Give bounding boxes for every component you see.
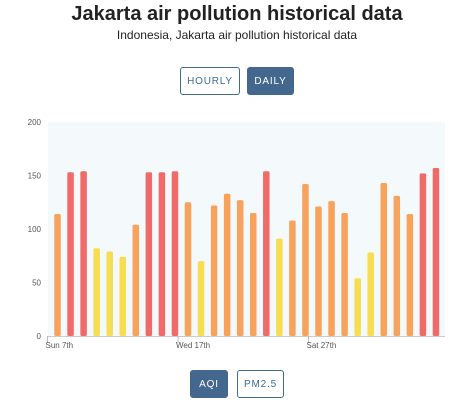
bar bbox=[276, 238, 283, 336]
y-tick-label: 200 bbox=[28, 118, 42, 127]
page-title: Jakarta air pollution historical data bbox=[71, 3, 403, 25]
x-tick-label: Sun 7th bbox=[46, 341, 74, 350]
bar bbox=[210, 205, 218, 336]
bar bbox=[67, 172, 74, 336]
bar bbox=[328, 201, 335, 336]
y-tick-label: 150 bbox=[28, 172, 42, 181]
bar bbox=[171, 171, 179, 336]
bar bbox=[419, 173, 427, 336]
bar bbox=[145, 172, 153, 336]
bar bbox=[80, 171, 87, 336]
bar bbox=[106, 251, 113, 336]
bar bbox=[432, 168, 440, 336]
bar bbox=[302, 184, 309, 336]
bar bbox=[341, 212, 348, 336]
bar bbox=[132, 224, 140, 336]
bar bbox=[380, 182, 387, 336]
bar bbox=[250, 212, 257, 336]
y-tick-label: 0 bbox=[37, 332, 42, 341]
x-tick-label: Wed 17th bbox=[176, 341, 210, 350]
bar bbox=[354, 278, 361, 336]
bar bbox=[54, 214, 61, 336]
plot-background bbox=[48, 122, 445, 336]
page-subtitle: Indonesia, Jakarta air pollution histori… bbox=[116, 28, 358, 42]
hourly-button[interactable]: HOURLY bbox=[180, 67, 240, 95]
bar bbox=[367, 252, 374, 336]
bar bbox=[289, 220, 296, 336]
bar bbox=[406, 214, 414, 336]
bar bbox=[393, 195, 401, 336]
bar bbox=[119, 256, 126, 336]
bar bbox=[184, 202, 192, 336]
pm25-button[interactable]: PM2.5 bbox=[237, 370, 284, 398]
bar bbox=[158, 172, 166, 336]
daily-button[interactable]: DAILY bbox=[247, 67, 294, 95]
x-tick-label: Sat 27th bbox=[307, 341, 337, 350]
bar bbox=[223, 193, 231, 336]
aqi-button[interactable]: AQI bbox=[190, 370, 228, 398]
y-tick-label: 100 bbox=[28, 225, 42, 234]
y-tick-label: 50 bbox=[32, 279, 41, 288]
bar bbox=[236, 200, 244, 336]
bar bbox=[197, 261, 205, 336]
aqi-bar-chart: 0 50 100 150 200 Sun 7th Wed 17th Sat 27th bbox=[28, 118, 445, 350]
bar bbox=[315, 206, 322, 336]
bar bbox=[263, 171, 270, 336]
bar bbox=[93, 248, 100, 336]
